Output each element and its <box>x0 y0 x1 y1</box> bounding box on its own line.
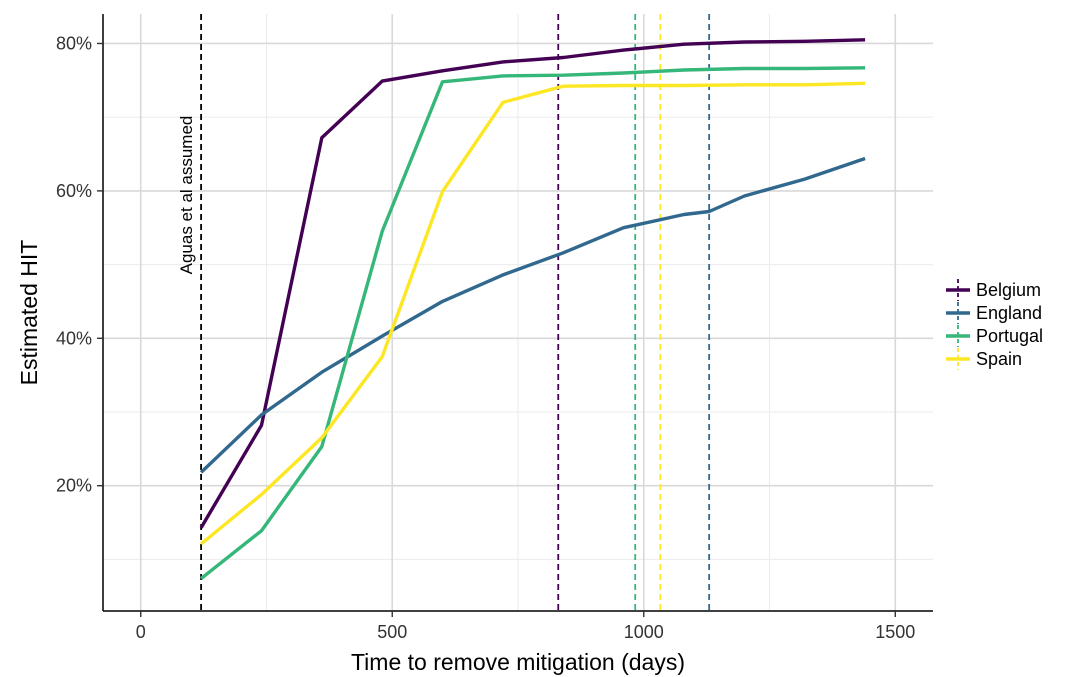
series-line-belgium <box>199 38 866 529</box>
axes <box>102 14 933 612</box>
legend: Belgium England Portugal Spain <box>946 279 1043 370</box>
x-tick-label-2: 1000 <box>624 622 664 642</box>
y-tick-label-2: 60% <box>56 181 92 201</box>
y-tick-label-3: 80% <box>56 33 92 53</box>
grid-major <box>103 14 933 611</box>
y-tick-label-1: 40% <box>56 328 92 348</box>
x-axis-title: Time to remove mitigation (days) <box>351 649 685 675</box>
series-line-portugal <box>200 66 866 580</box>
x-tick-label-0: 0 <box>136 622 146 642</box>
ticks: 0 500 1000 1500 20% 40% 60% 80% <box>56 33 915 642</box>
grid-minor <box>103 14 933 611</box>
legend-label-england: England <box>976 303 1042 323</box>
annotation-aguas: Aguas et al assumed <box>177 116 196 275</box>
x-tick-label-3: 1500 <box>875 622 915 642</box>
series-lines <box>199 38 866 580</box>
series-line-england <box>199 156 866 474</box>
x-tick-label-1: 500 <box>377 622 407 642</box>
legend-label-portugal: Portugal <box>976 326 1043 346</box>
legend-label-spain: Spain <box>976 349 1022 369</box>
y-tick-label-0: 20% <box>56 476 92 496</box>
y-axis-title: Estimated HIT <box>16 240 42 386</box>
reference-lines <box>200 14 711 611</box>
legend-label-belgium: Belgium <box>976 280 1041 300</box>
series-line-spain <box>200 81 866 546</box>
